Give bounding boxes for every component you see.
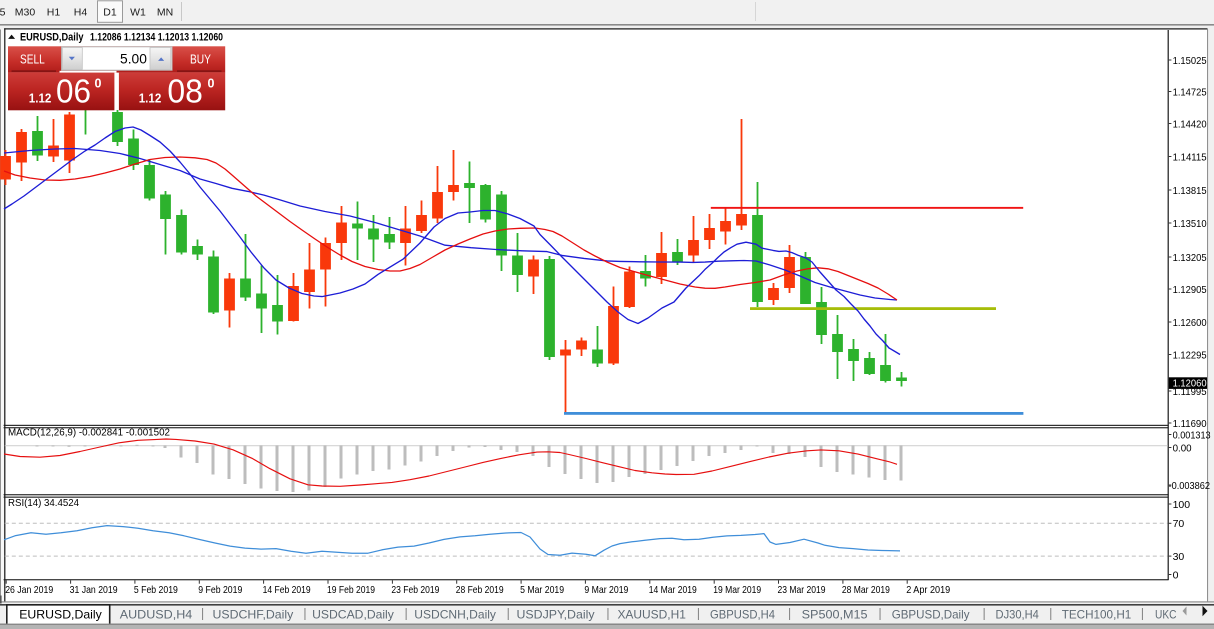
svg-text:EURUSD,Daily: EURUSD,Daily — [19, 607, 102, 621]
svg-text:0: 0 — [95, 77, 102, 91]
svg-text:DJ30,H4: DJ30,H4 — [996, 607, 1040, 621]
svg-text:EURUSD,Daily: EURUSD,Daily — [20, 32, 84, 44]
svg-text:1.12295: 1.12295 — [1173, 349, 1207, 361]
svg-text:1.12: 1.12 — [139, 91, 162, 105]
svg-text:-0.003862: -0.003862 — [1169, 480, 1211, 492]
svg-text:USDCAD,Daily: USDCAD,Daily — [312, 607, 394, 621]
svg-text:0: 0 — [208, 77, 215, 91]
svg-text:1.12600: 1.12600 — [1173, 317, 1207, 329]
svg-text:5.00: 5.00 — [120, 51, 147, 66]
svg-text:26 Jan 2019: 26 Jan 2019 — [5, 584, 53, 596]
svg-text:5 Mar 2019: 5 Mar 2019 — [520, 584, 564, 596]
svg-text:14 Mar 2019: 14 Mar 2019 — [649, 584, 697, 596]
svg-text:H4: H4 — [74, 7, 88, 19]
svg-text:0.001313: 0.001313 — [1173, 429, 1211, 441]
svg-text:0: 0 — [1173, 569, 1179, 581]
svg-text:1.12086 1.12134 1.12013 1.1206: 1.12086 1.12134 1.12013 1.12060 — [90, 32, 223, 44]
svg-text:30: 30 — [1173, 551, 1185, 563]
svg-text:5: 5 — [0, 7, 6, 19]
svg-text:31 Jan 2019: 31 Jan 2019 — [70, 584, 118, 596]
svg-text:70: 70 — [1173, 518, 1185, 530]
svg-text:RSI(14) 34.4524: RSI(14) 34.4524 — [8, 497, 79, 509]
svg-text:23 Mar 2019: 23 Mar 2019 — [778, 584, 826, 596]
svg-text:100: 100 — [1173, 499, 1191, 511]
svg-text:28 Mar 2019: 28 Mar 2019 — [842, 584, 890, 596]
svg-text:D1: D1 — [103, 7, 117, 19]
svg-text:USDCNH,Daily: USDCNH,Daily — [414, 607, 496, 621]
svg-text:TECH100,H1: TECH100,H1 — [1062, 607, 1132, 621]
svg-text:USDJPY,Daily: USDJPY,Daily — [517, 607, 595, 621]
svg-text:1.14725: 1.14725 — [1173, 86, 1207, 98]
svg-text:0.00: 0.00 — [1173, 442, 1192, 454]
svg-text:XAUUSD,H1: XAUUSD,H1 — [617, 607, 686, 621]
svg-text:19 Feb 2019: 19 Feb 2019 — [327, 584, 375, 596]
svg-text:AUDUSD,H4: AUDUSD,H4 — [120, 607, 193, 621]
svg-text:23 Feb 2019: 23 Feb 2019 — [391, 584, 439, 596]
svg-text:GBPUSD,H4: GBPUSD,H4 — [710, 607, 775, 621]
svg-text:UKC: UKC — [1155, 607, 1177, 621]
svg-text:BUY: BUY — [190, 53, 212, 67]
svg-text:SELL: SELL — [20, 53, 45, 67]
svg-text:SP500,M15: SP500,M15 — [802, 607, 868, 621]
svg-text:1.13205: 1.13205 — [1173, 252, 1207, 264]
svg-text:1.15025: 1.15025 — [1173, 55, 1207, 67]
svg-text:M30: M30 — [15, 7, 36, 19]
svg-text:08: 08 — [167, 74, 203, 111]
svg-text:MN: MN — [157, 7, 173, 19]
svg-text:28 Feb 2019: 28 Feb 2019 — [456, 584, 504, 596]
svg-text:W1: W1 — [130, 7, 146, 19]
svg-text:9 Mar 2019: 9 Mar 2019 — [584, 584, 628, 596]
svg-text:06: 06 — [56, 74, 91, 111]
svg-text:1.12905: 1.12905 — [1173, 284, 1207, 296]
svg-text:GBPUSD,Daily: GBPUSD,Daily — [892, 607, 970, 621]
svg-text:1.13510: 1.13510 — [1173, 218, 1207, 230]
svg-text:MACD(12,26,9) -0.002841 -0.001: MACD(12,26,9) -0.002841 -0.001502 — [8, 426, 170, 438]
svg-text:19 Mar 2019: 19 Mar 2019 — [713, 584, 761, 596]
svg-text:5 Feb 2019: 5 Feb 2019 — [134, 584, 178, 596]
svg-text:1.14115: 1.14115 — [1173, 151, 1207, 163]
svg-text:1.11690: 1.11690 — [1173, 418, 1207, 430]
svg-text:14 Feb 2019: 14 Feb 2019 — [263, 584, 311, 596]
svg-text:1.13815: 1.13815 — [1173, 185, 1207, 197]
svg-text:1.14420: 1.14420 — [1173, 118, 1207, 130]
svg-text:1.12060: 1.12060 — [1173, 378, 1207, 390]
svg-text:USDCHF,Daily: USDCHF,Daily — [213, 607, 294, 621]
svg-text:H1: H1 — [47, 7, 61, 19]
svg-text:9 Feb 2019: 9 Feb 2019 — [198, 584, 242, 596]
svg-text:1.12: 1.12 — [29, 91, 52, 105]
svg-text:2 Apr 2019: 2 Apr 2019 — [906, 584, 950, 596]
